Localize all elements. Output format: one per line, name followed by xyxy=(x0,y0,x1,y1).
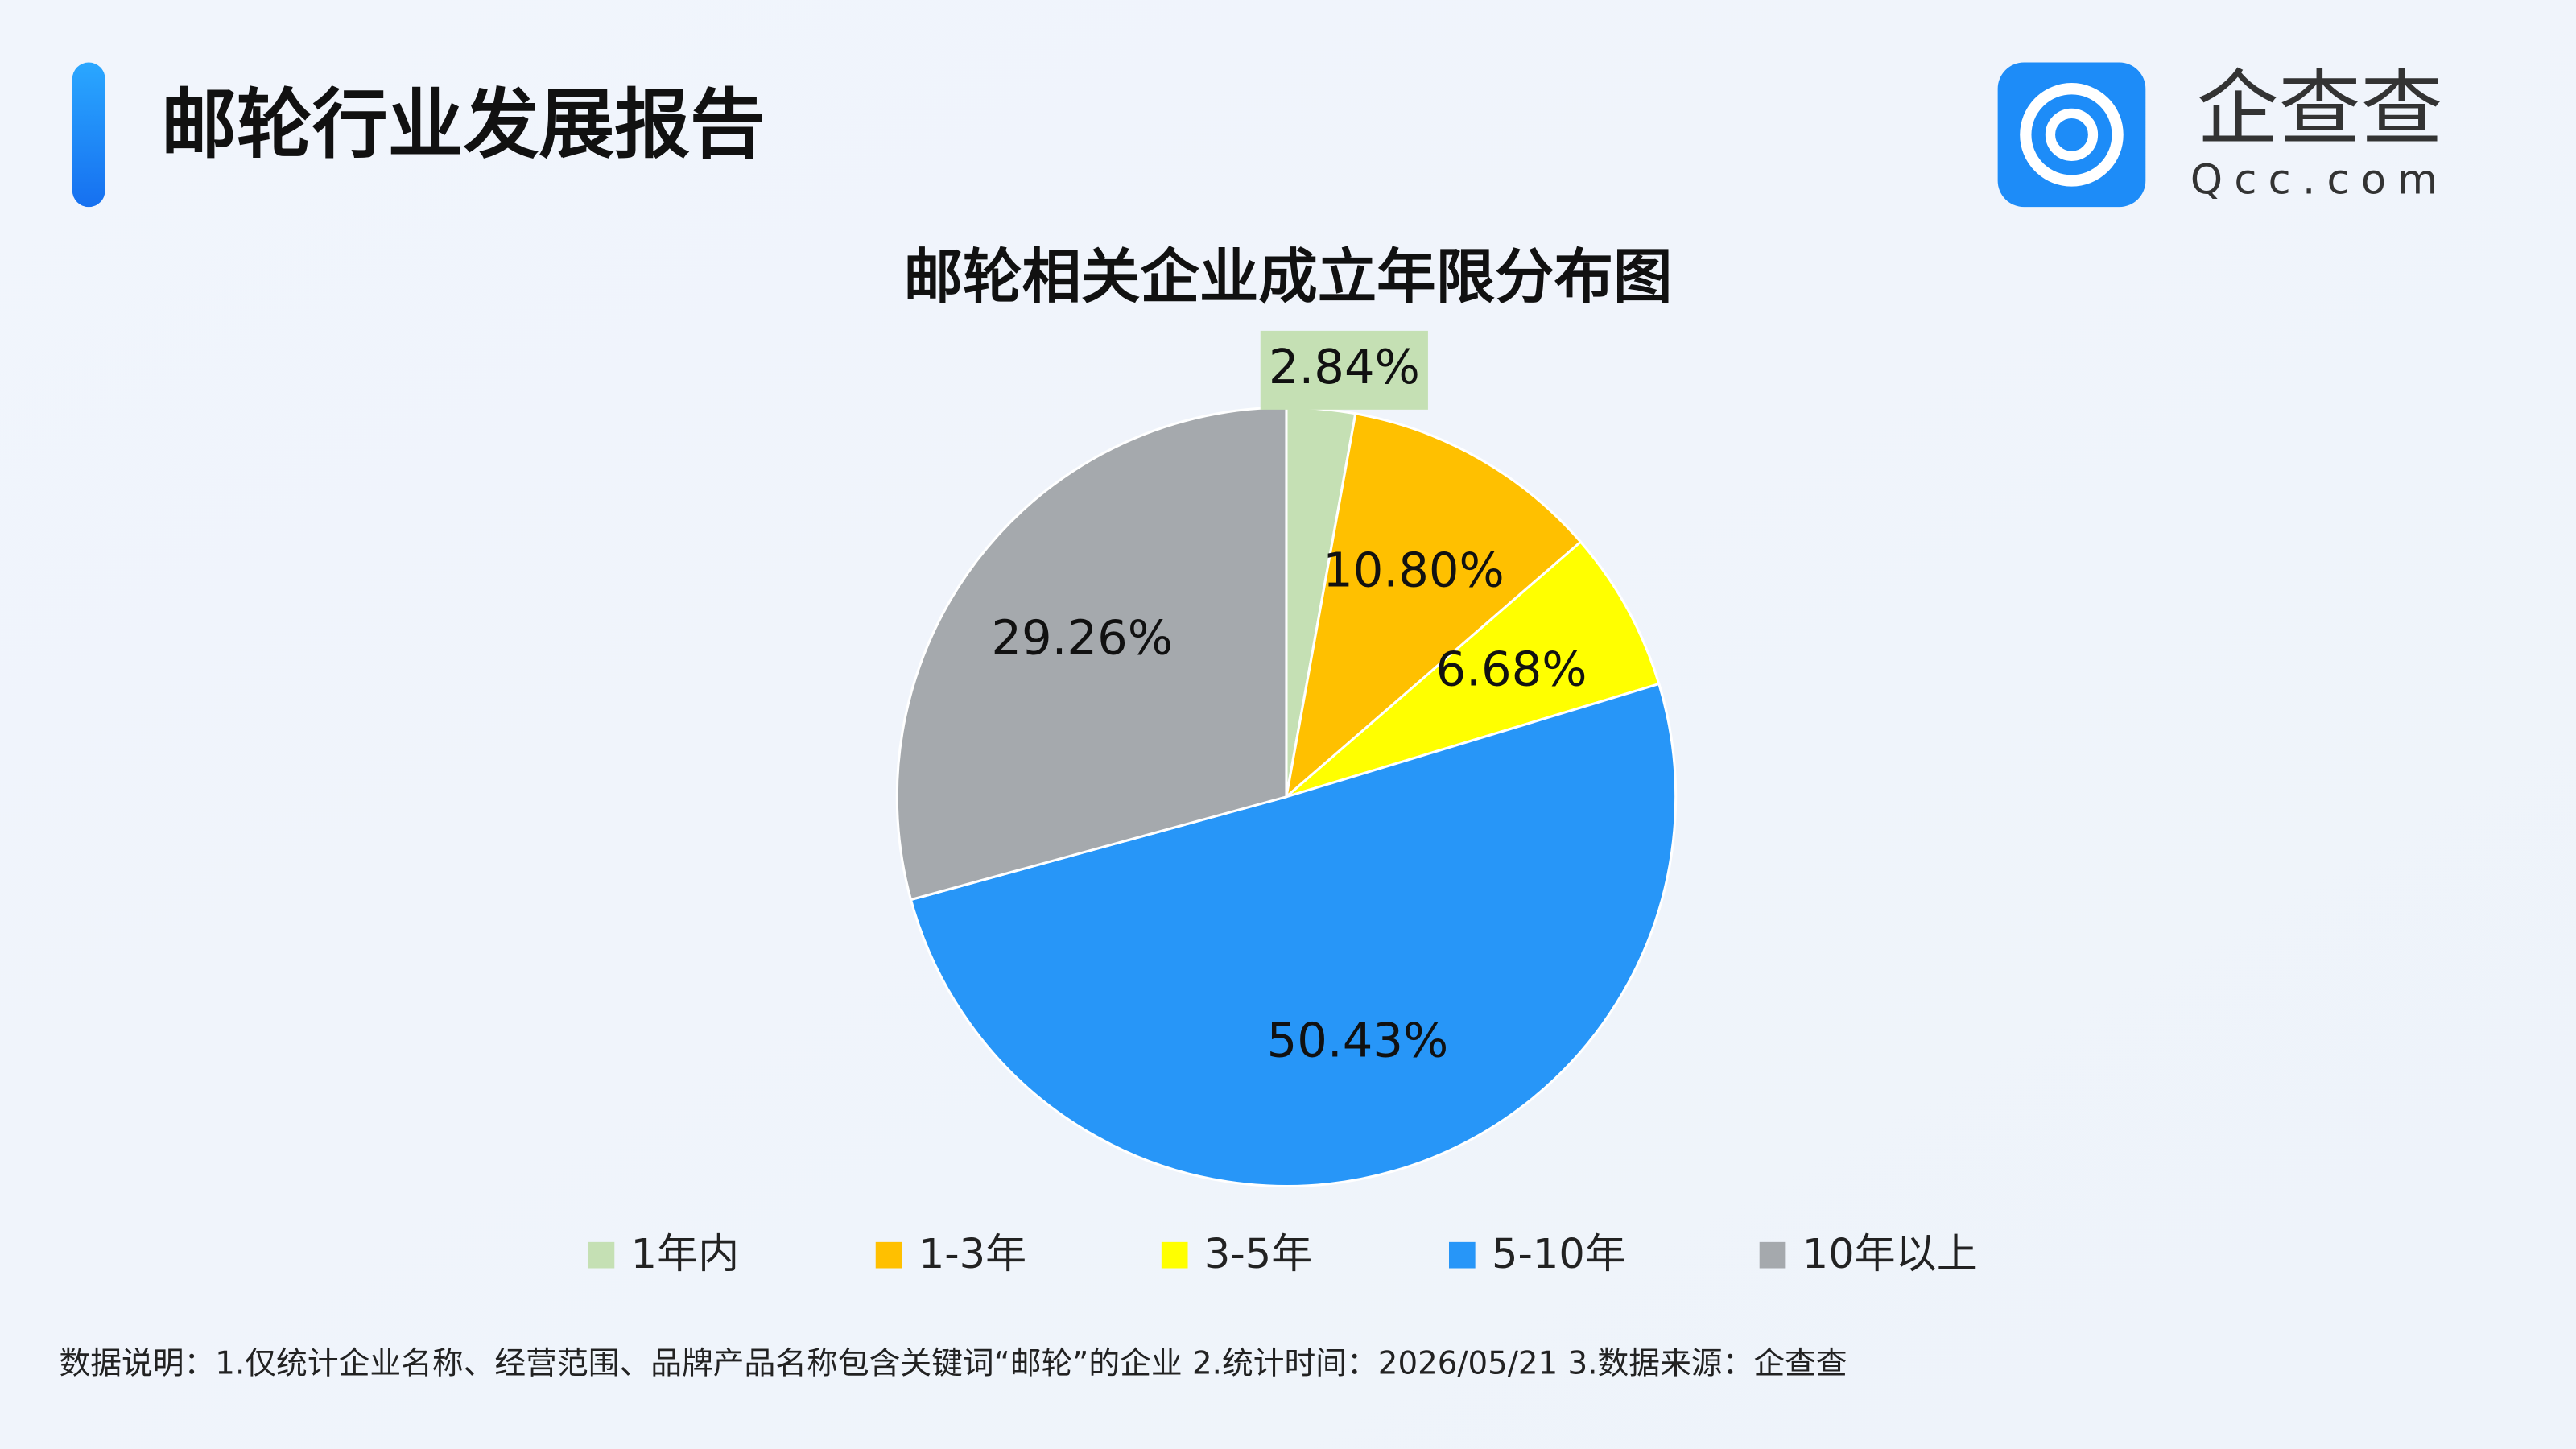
page-title: 邮轮行业发展报告 xyxy=(161,81,766,169)
pie-slice xyxy=(895,406,1288,902)
legend-swatch xyxy=(1161,1241,1188,1269)
logo-domain: Qcc.com xyxy=(2190,157,2449,204)
legend-label: 3-5年 xyxy=(1204,1231,1312,1278)
legend-label: 1-3年 xyxy=(919,1231,1026,1278)
footnote: 数据说明：1.仅统计企业名称、经营范围、品牌产品名称包含关键词“邮轮”的企业 2… xyxy=(59,1345,1847,1381)
logo-ring xyxy=(2045,108,2099,161)
legend: 1年内 1-3年 3-5年 5-10年 10年以上 xyxy=(588,1231,1978,1278)
legend-swatch xyxy=(588,1241,615,1269)
legend-label: 1年内 xyxy=(631,1231,740,1278)
pie-slice xyxy=(1285,539,1661,799)
pie-slice xyxy=(1284,412,1583,800)
title-accent xyxy=(72,62,105,208)
legend-label: 5-10年 xyxy=(1492,1231,1626,1278)
data-label: 6.68% xyxy=(1435,642,1587,697)
chart-title: 邮轮相关企业成立年限分布图 xyxy=(904,243,1673,312)
data-label: 10.80% xyxy=(1323,543,1505,598)
logo-ring xyxy=(2020,83,2124,187)
pie: 2.84% 10.80% 6.68% 50.43% 29.26% xyxy=(895,330,1678,1187)
legend-swatch xyxy=(1759,1241,1786,1269)
legend-swatch xyxy=(875,1241,902,1269)
logo: 企查查 Qcc.com xyxy=(1997,62,2449,208)
data-label: 2.84% xyxy=(1269,339,1420,394)
legend-label: 10年以上 xyxy=(1802,1231,1978,1278)
data-label: 50.43% xyxy=(1267,1013,1449,1068)
logo-name: 企查查 xyxy=(2197,62,2443,158)
pie-slice xyxy=(909,682,1678,1187)
legend-swatch xyxy=(1449,1241,1476,1269)
data-label: 29.26% xyxy=(991,609,1173,665)
label-box xyxy=(1260,330,1428,410)
